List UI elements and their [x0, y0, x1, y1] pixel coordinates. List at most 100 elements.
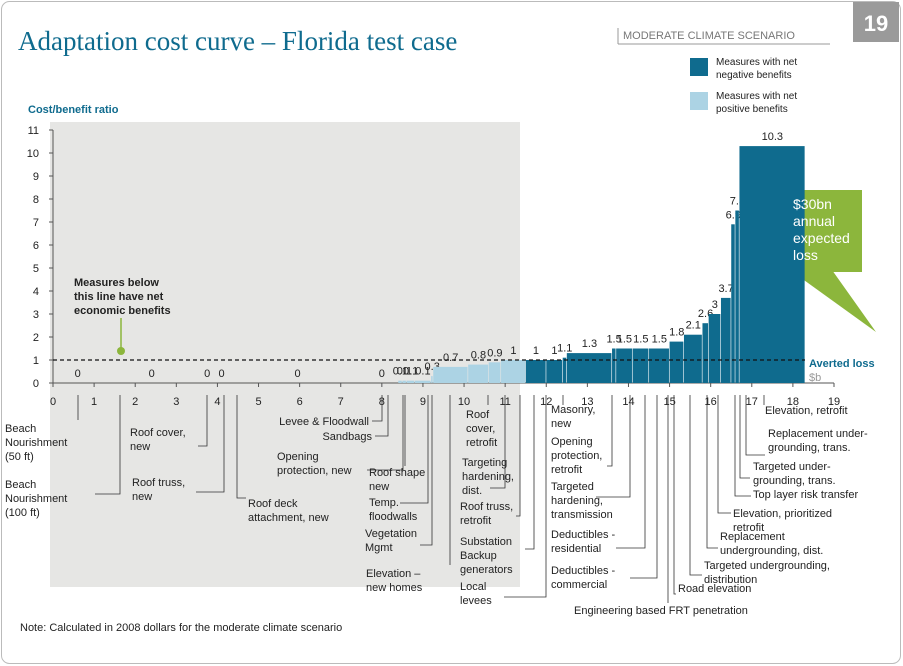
- measure-label: hardening,: [551, 495, 603, 507]
- measure-label: Replacement: [720, 531, 785, 543]
- measure-label: Elevation, prioritized: [733, 508, 832, 520]
- legend-label: Measures with net: [716, 57, 797, 68]
- legend-label: negative benefits: [716, 70, 792, 81]
- measure-label: Beach: [5, 423, 36, 435]
- shaded-area: [50, 122, 520, 587]
- y-tick-label: 11: [28, 125, 39, 137]
- note: Note: Calculated in 2008 dollars for the…: [20, 622, 342, 634]
- value-label: 1.8: [669, 327, 684, 339]
- bar: [616, 348, 632, 383]
- leader-line: [196, 395, 225, 493]
- value-label: 1.5: [652, 334, 667, 346]
- x-tick-label: 19: [828, 396, 840, 408]
- y-tick-label: 1: [33, 355, 39, 367]
- value-label: 0.1: [397, 366, 412, 378]
- measure-label: Elevation, retrofit: [765, 405, 848, 417]
- bar: [398, 380, 402, 383]
- x-tick-label: 13: [581, 396, 593, 408]
- measure-label: new homes: [366, 582, 423, 594]
- value-label: 0: [379, 368, 385, 380]
- value-label: 1: [551, 345, 557, 357]
- y-tick-label: 10: [27, 148, 39, 160]
- y-tick-label: 9: [33, 171, 39, 183]
- measure-label: retrofit: [460, 515, 491, 527]
- bar: [739, 146, 805, 383]
- leader-line: [717, 395, 731, 514]
- measure-label: Temp.: [369, 497, 399, 509]
- value-label: 0.1: [415, 366, 430, 378]
- leader-line: [616, 395, 646, 549]
- measure-label: retrofit: [466, 437, 497, 449]
- y-tick-label: 2: [33, 332, 39, 344]
- x-tick-label: 7: [338, 396, 344, 408]
- value-label: 1.5: [617, 334, 632, 346]
- bar: [683, 334, 702, 383]
- bar: [735, 210, 739, 383]
- annotation: this line have net: [74, 291, 164, 303]
- measure-label: protection,: [551, 450, 602, 462]
- value-label: 0.1: [403, 366, 418, 378]
- leader-line: [596, 395, 631, 498]
- measure-label: floodwalls: [369, 511, 418, 523]
- bar: [402, 380, 406, 383]
- x-tick-label: 14: [622, 396, 634, 408]
- x-tick-label: 17: [746, 396, 758, 408]
- y-tick-label: 4: [33, 286, 39, 298]
- measure-label: transmission: [551, 509, 613, 521]
- x-tick-label: 0: [50, 396, 56, 408]
- measure-label: Roof truss,: [460, 501, 513, 513]
- measure-label: cover,: [466, 423, 495, 435]
- bar: [525, 360, 546, 383]
- measure-label: residential: [551, 543, 601, 555]
- value-label: 1: [510, 345, 516, 357]
- value-label: 0: [75, 368, 81, 380]
- measure-label: Replacement under-: [768, 428, 868, 440]
- measure-label: Opening: [277, 451, 319, 463]
- bar: [720, 297, 731, 383]
- x-tick-label: 4: [214, 396, 220, 408]
- measure-label: Substation: [460, 536, 512, 548]
- measure-label: Beach: [5, 479, 36, 491]
- value-label: 1.1: [557, 343, 572, 355]
- annotation: economic benefits: [74, 305, 171, 317]
- x-tick-label: 5: [255, 396, 261, 408]
- value-label: 3.7: [718, 283, 733, 295]
- x-tick-label: 10: [458, 396, 470, 408]
- measure-label: grounding, trans.: [753, 475, 836, 487]
- leader-line: [504, 395, 547, 598]
- y-axis-title: Cost/benefit ratio: [28, 104, 119, 116]
- x-tick-label: 6: [297, 396, 303, 408]
- leader-line: [400, 395, 429, 504]
- bar: [501, 360, 526, 383]
- x-tick-label: 9: [420, 396, 426, 408]
- annotation-dot: [117, 347, 125, 355]
- callout-pointer: [790, 270, 876, 332]
- legend-label: Measures with net: [716, 91, 797, 102]
- bar: [669, 341, 684, 383]
- measure-label: grounding, trans.: [768, 442, 851, 454]
- bar: [612, 348, 616, 383]
- y-tick-label: 3: [33, 309, 39, 321]
- measure-label: Targeting: [462, 457, 507, 469]
- y-tick-label: 8: [33, 194, 39, 206]
- leader-line: [198, 395, 208, 447]
- measure-label: levees: [460, 595, 492, 607]
- leader-line: [367, 395, 404, 471]
- bar: [566, 353, 612, 383]
- annotation: Measures below: [74, 277, 159, 289]
- measure-label: new: [551, 418, 571, 430]
- bar: [562, 357, 567, 383]
- y-tick-label: 5: [33, 263, 39, 275]
- measure-label: (100 ft): [5, 507, 40, 519]
- bar: [632, 348, 649, 383]
- value-label: 0.1: [393, 366, 408, 378]
- value-label: 0: [218, 368, 224, 380]
- leader-line: [734, 395, 751, 497]
- page-number: 19: [864, 11, 888, 36]
- measure-label: new: [132, 491, 152, 503]
- leader-line: [525, 395, 535, 550]
- bar: [731, 224, 735, 383]
- leader-line: [516, 395, 521, 517]
- measure-label: hardening,: [462, 471, 514, 483]
